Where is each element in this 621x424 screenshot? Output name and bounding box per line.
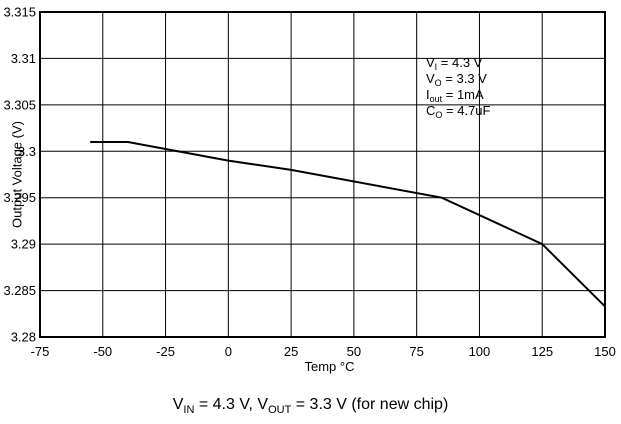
grid-lines [39,11,606,338]
chart-caption: VIN = 4.3 V, VOUT = 3.3 V (for new chip) [0,396,621,416]
x-tick-label: 25 [284,344,298,359]
y-axis-ticks: 3.28 3.285 3.29 3.295 3.3 3.305 3.31 3.315 [3,5,36,345]
line-chart: -75 -50 -25 0 25 50 75 100 125 150 3.283.2853.293… [3,5,616,375]
x-tick-label: 125 [531,344,553,359]
x-tick-label: 100 [469,344,491,359]
x-tick-label: 75 [409,344,423,359]
x-tick-label: -25 [156,344,175,359]
x-tick-label: -75 [31,344,50,359]
y-tick-label: 3.305 [3,97,36,112]
annotation-line: VI = 4.3 V [426,55,483,72]
series-line [90,141,606,308]
y-tick-label: 3.315 [3,5,36,20]
y-tick-label: 3.29 [11,237,36,252]
caption-part: = 4.3 V, V [194,396,269,413]
annotation-line: Iout = 1mA [426,87,484,104]
annotation-line: VO = 3.3 V [426,71,487,88]
caption-subscript: IN [183,404,195,417]
annotation-line: CO = 4.7uF [426,103,491,120]
x-tick-label: 0 [225,344,232,359]
caption-subscript: OUT [268,404,292,417]
x-tick-label: -50 [93,344,112,359]
caption-part: V [172,396,184,413]
y-tick-label: 3.295 [3,190,36,205]
plot-frame [39,11,606,338]
x-tick-label: 150 [594,344,616,359]
x-axis-ticks: -75 -50 -25 0 25 50 75 100 125 150 [31,344,616,359]
y-tick-label: 3.3 [18,144,36,159]
caption-part: = 3.3 V (for new chip) [291,396,449,413]
x-axis-label: Temp °C [305,359,355,374]
y-tick-label: 3.285 [3,283,36,298]
x-tick-label: 50 [347,344,361,359]
y-tick-label: 3.31 [11,51,36,66]
y-tick-label: 3.28 [11,330,36,345]
y-axis-label: Output Voltage (V) [9,121,24,228]
